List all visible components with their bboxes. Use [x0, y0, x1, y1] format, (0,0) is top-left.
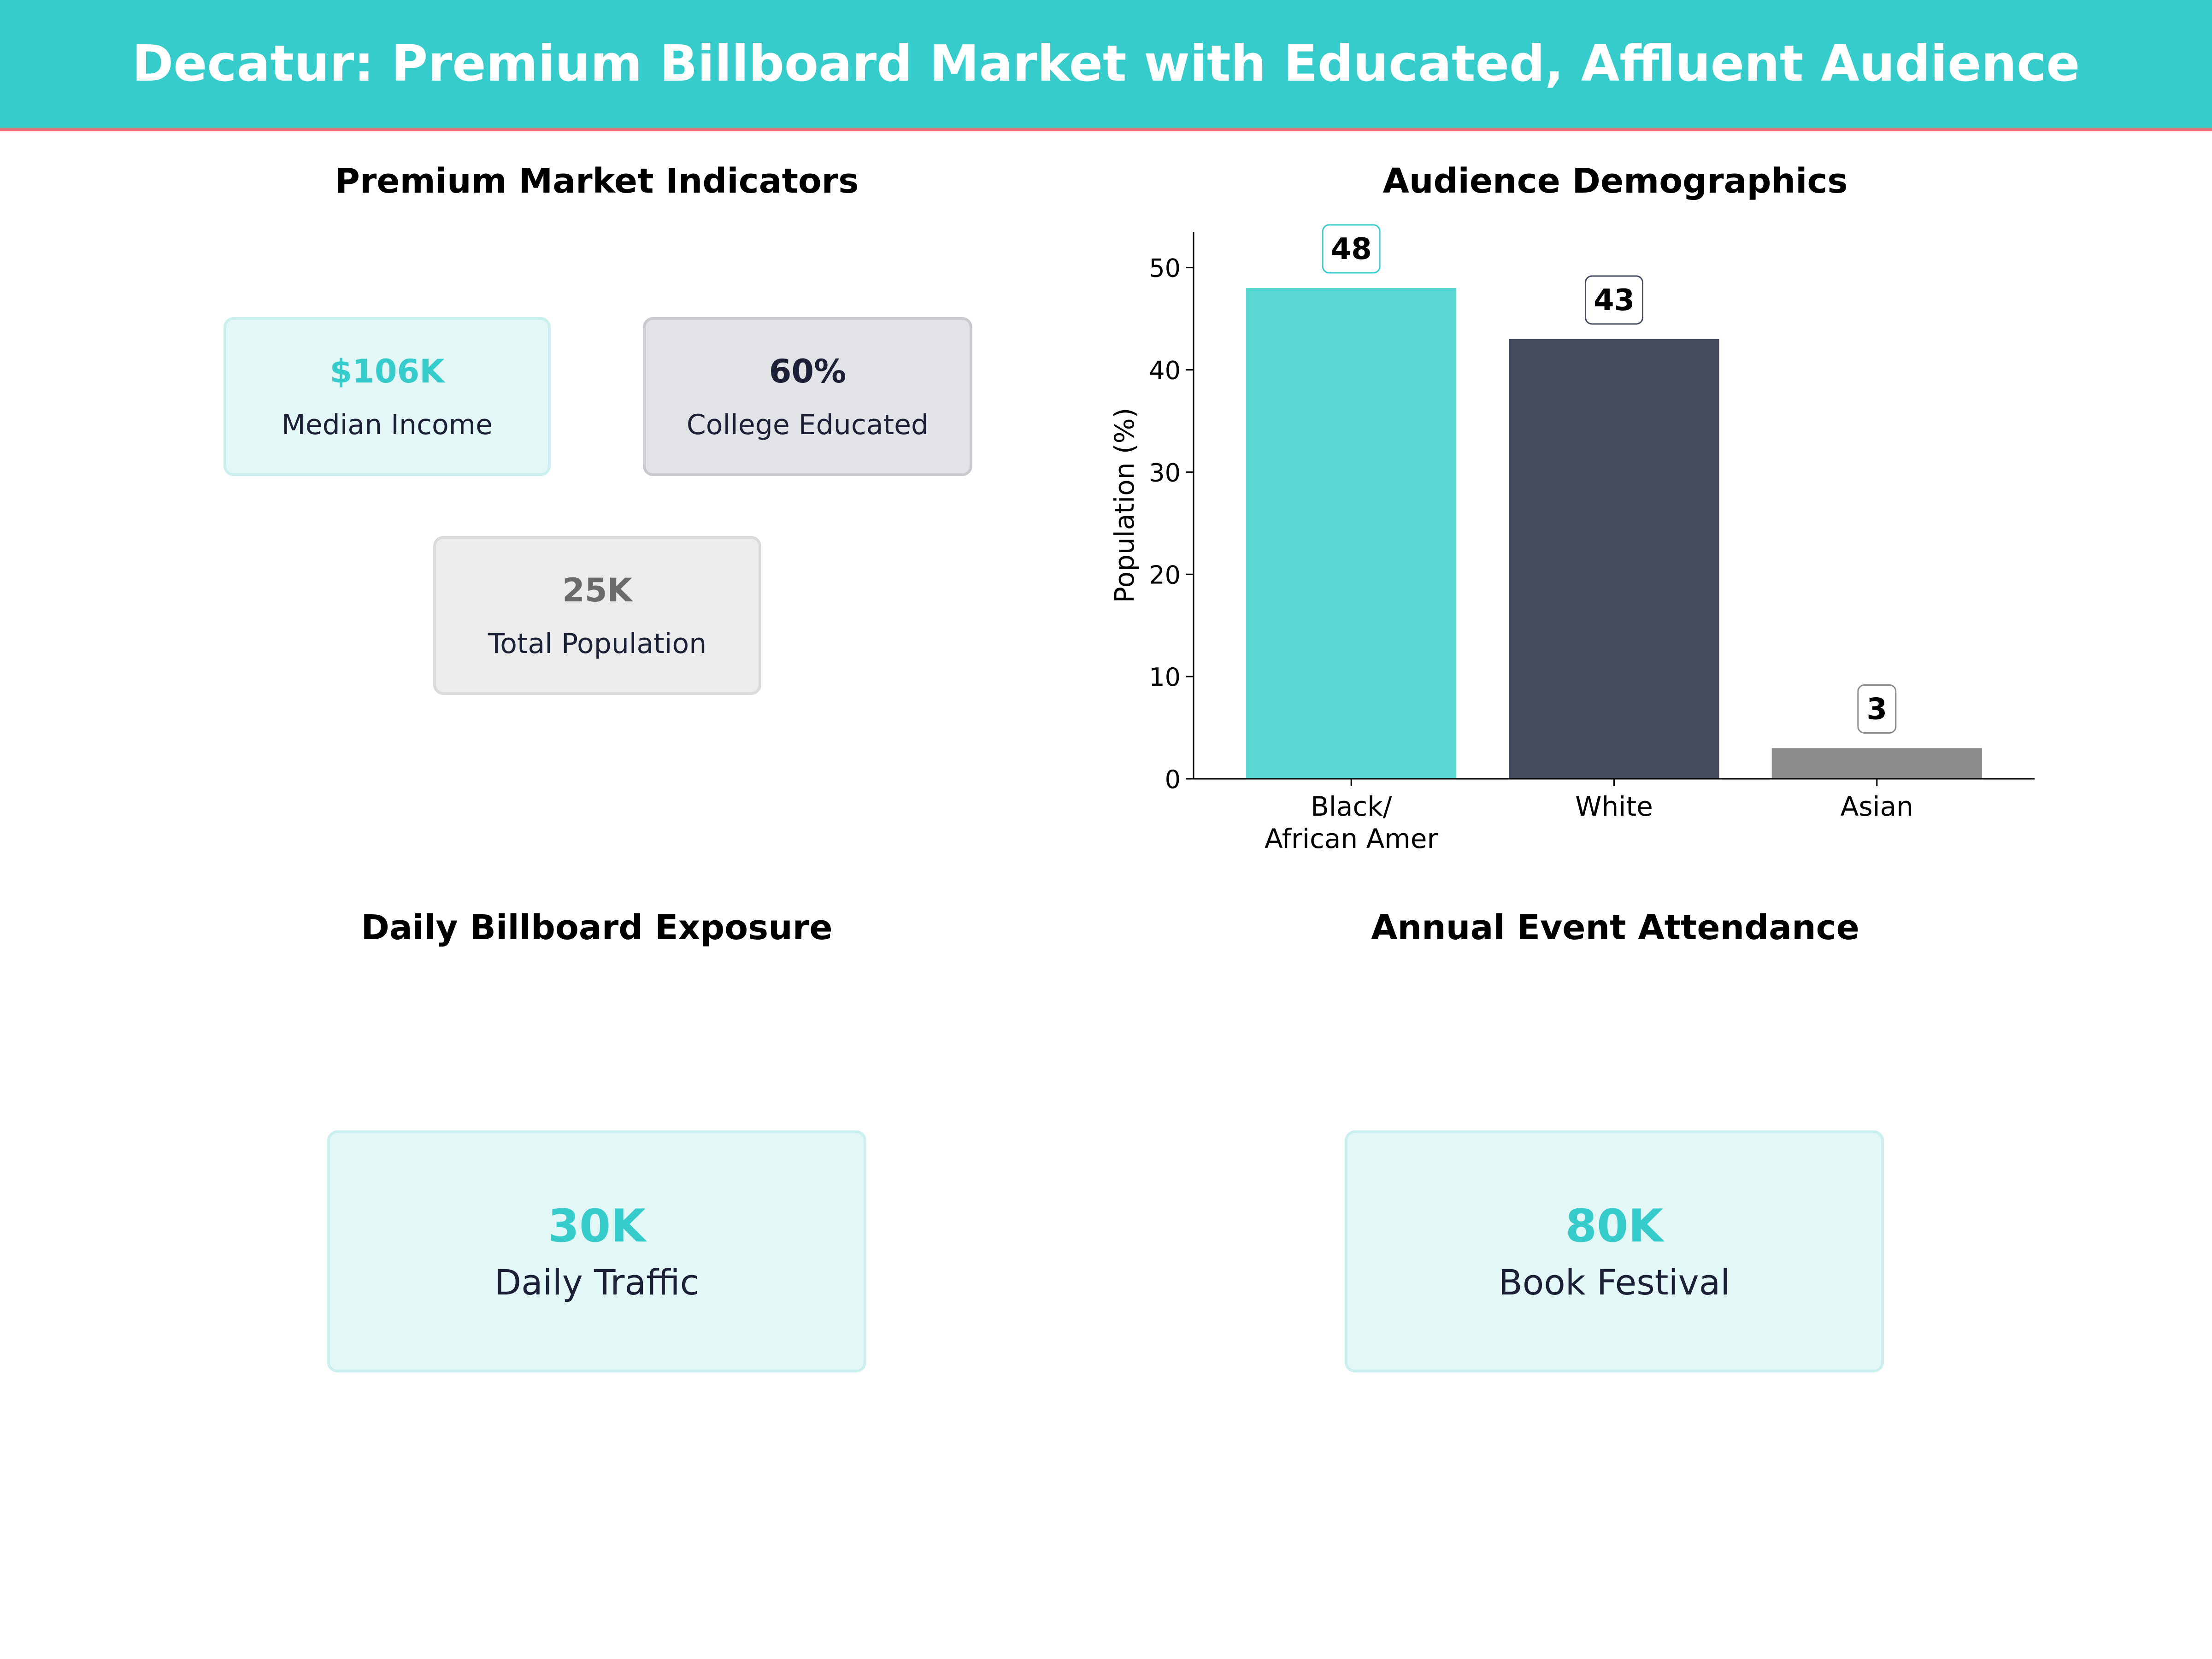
exposure-title: Daily Billboard Exposure: [361, 908, 833, 947]
y-tick-label-4: 40: [1149, 356, 1181, 385]
data-label-box-0: [1322, 224, 1381, 274]
median-income-card: $106K Median Income: [224, 317, 551, 476]
total-population-card: 25K Total Population: [433, 536, 761, 695]
bar-1: [1509, 339, 1719, 779]
bar-0: [1246, 288, 1457, 779]
data-label-1: 43: [1594, 283, 1635, 318]
y-tick-label-2: 20: [1149, 560, 1181, 589]
y-tick-label-5: 50: [1149, 254, 1181, 283]
college-educated-label: College Educated: [686, 408, 929, 441]
data-label-box-2: [1857, 684, 1897, 734]
page-title: Decatur: Premium Billboard Market with E…: [132, 35, 2080, 93]
daily-traffic-label: Daily Traffic: [494, 1262, 700, 1303]
indicators-title: Premium Market Indicators: [335, 161, 859, 201]
y-tick-label-0: 0: [1165, 765, 1181, 794]
data-label-0: 48: [1331, 232, 1372, 266]
book-festival-card: 80K Book Festival: [1345, 1130, 1884, 1372]
total-population-label: Total Population: [488, 627, 707, 660]
x-tick-label-0-0: Black/: [1311, 791, 1392, 822]
daily-traffic-value: 30K: [547, 1200, 646, 1253]
y-tick-label-3: 30: [1149, 458, 1181, 487]
bar-2: [1771, 748, 1982, 779]
college-educated-value: 60%: [769, 352, 847, 390]
x-tick-label-1-0: White: [1575, 791, 1653, 822]
header-banner: Decatur: Premium Billboard Market with E…: [0, 0, 2212, 131]
median-income-label: Median Income: [281, 408, 493, 441]
data-label-box-1: [1585, 275, 1643, 325]
events-title: Annual Event Attendance: [1371, 908, 1859, 947]
data-label-2: 3: [1867, 692, 1888, 726]
median-income-value: $106K: [329, 352, 445, 390]
daily-traffic-card: 30K Daily Traffic: [327, 1130, 866, 1372]
y-tick-label-1: 10: [1149, 663, 1181, 692]
x-tick-label-2-0: Asian: [1841, 791, 1913, 822]
total-population-value: 25K: [562, 571, 632, 609]
demographics-bar-chart: 48 Black/African Amer 43 White 3 Asian 0 10 20 30…: [1109, 224, 2035, 854]
y-axis-label: Population (%): [1109, 408, 1140, 603]
demographics-title: Audience Demographics: [1382, 161, 1848, 201]
book-festival-label: Book Festival: [1498, 1262, 1730, 1303]
book-festival-value: 80K: [1565, 1200, 1664, 1253]
college-educated-card: 60% College Educated: [643, 317, 972, 476]
x-tick-label-0-1: African Amer: [1265, 823, 1438, 854]
